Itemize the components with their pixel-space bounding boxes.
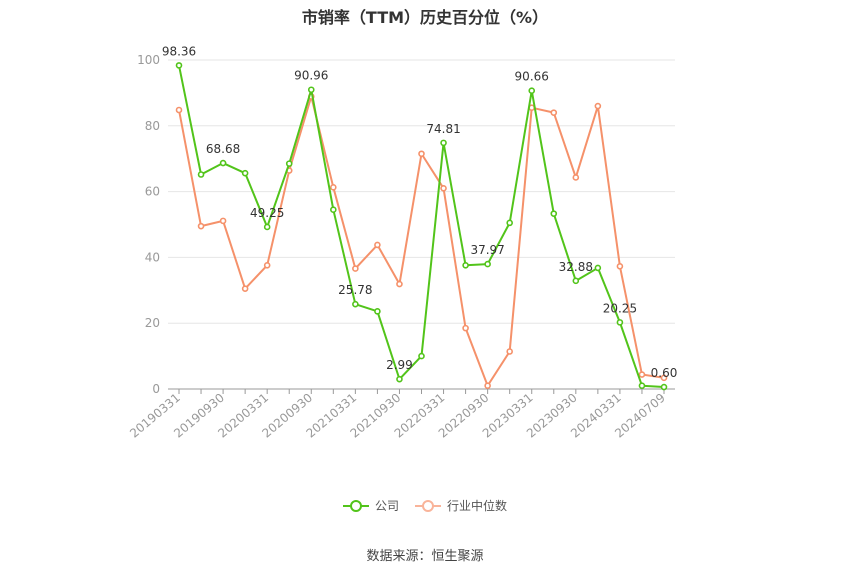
y-tick-label: 100 [137, 53, 160, 67]
data-label: 68.68 [206, 142, 240, 156]
y-tick-label: 60 [145, 185, 160, 199]
y-tick-label: 40 [145, 250, 160, 264]
data-label: 20.25 [603, 301, 637, 315]
data-point-industry-median [330, 184, 337, 191]
data-point-industry-median [440, 185, 447, 192]
data-point-company [440, 139, 447, 147]
data-point-company [352, 300, 359, 308]
legend-label-company: 公司 [374, 499, 399, 513]
data-point-industry-median [418, 150, 425, 158]
data-point-industry-median [484, 382, 491, 390]
data-point-company [528, 87, 536, 95]
data-point-company [374, 308, 381, 315]
data-label: 25.78 [338, 283, 372, 297]
series-lines [175, 62, 668, 391]
data-label: 37.97 [470, 243, 504, 257]
data-point-company [330, 206, 337, 213]
data-point-company [550, 210, 558, 217]
data-point-company [197, 171, 205, 178]
data-label: 74.81 [426, 122, 460, 136]
data-point-company [660, 383, 668, 391]
data-point-company [285, 160, 293, 167]
data-point-industry-median [616, 262, 624, 270]
data-point-company [506, 219, 513, 227]
grid-lines [168, 59, 675, 324]
data-point-company [396, 375, 403, 383]
data-point-industry-median [594, 102, 602, 110]
axes: 0204060801002019033120190930202003312020… [127, 53, 675, 441]
legend-label-industry-median: 行业中位数 [447, 499, 508, 513]
data-point-company [594, 264, 602, 272]
series-line-company [178, 65, 665, 389]
source-note: 数据来源：恒生聚源 [366, 549, 484, 564]
data-label: 49.25 [250, 206, 284, 220]
data-point-industry-median [197, 222, 205, 230]
legend-item-company[interactable]: 公司 [342, 497, 399, 514]
data-point-company [484, 260, 491, 268]
data-point-industry-median [352, 265, 359, 272]
legend-item-industry-median[interactable]: 行业中位数 [415, 497, 507, 514]
data-point-industry-median [638, 371, 646, 378]
data-point-industry-median [374, 241, 381, 249]
data-point-company [572, 277, 580, 285]
chart-title: 市销率（TTM）历史百分位（%） [301, 8, 549, 27]
data-point-industry-median [660, 374, 668, 382]
data-point-company [219, 159, 227, 167]
data-point-industry-median [219, 217, 227, 225]
data-point-company [462, 261, 469, 269]
data-label: 32.88 [559, 260, 593, 274]
data-label: 0.60 [651, 366, 678, 380]
data-point-industry-median [572, 174, 580, 181]
series-line-industry-median [178, 95, 665, 387]
data-label: 90.96 [294, 69, 328, 83]
data-point-industry-median [396, 280, 403, 288]
legend-swatch-company [342, 499, 369, 513]
data-label: 98.36 [162, 44, 196, 58]
data-point-company [418, 352, 425, 360]
data-point-industry-median [263, 261, 271, 269]
data-point-company [175, 62, 183, 69]
data-point-industry-median [550, 109, 558, 116]
y-tick-label: 0 [152, 382, 160, 396]
legend: 公司 行业中位数 [0, 497, 850, 514]
data-point-industry-median [462, 324, 469, 332]
data-point-company [616, 319, 624, 326]
data-point-industry-median [241, 285, 249, 292]
data-point-company [638, 382, 646, 390]
data-point-company [241, 169, 249, 177]
data-label: 90.66 [515, 70, 549, 84]
y-tick-label: 80 [145, 119, 160, 133]
legend-swatch-industry-median [415, 499, 441, 513]
data-point-industry-median [506, 348, 513, 355]
data-label: 2.99 [386, 358, 413, 372]
data-point-company [263, 223, 271, 231]
data-point-industry-median [175, 106, 183, 114]
y-tick-label: 20 [145, 316, 160, 330]
data-labels: 98.36 68.68 49.25 90.96 25.78 2.99 74.81 37.97 9… [162, 44, 678, 380]
data-point-company [307, 86, 315, 94]
